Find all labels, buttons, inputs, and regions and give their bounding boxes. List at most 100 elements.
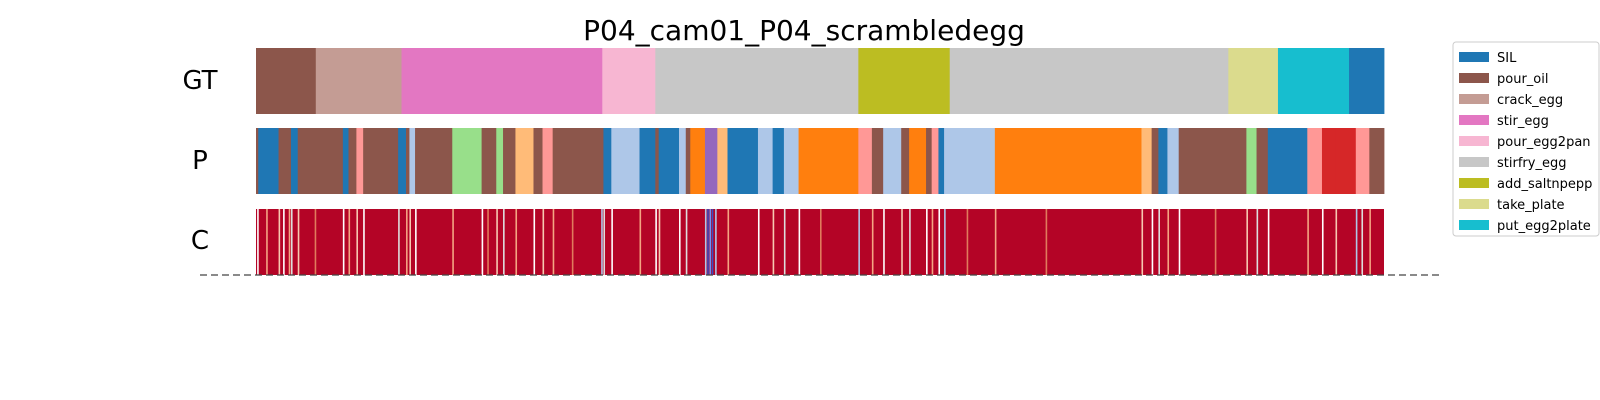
gt-segment-8	[1277, 48, 1350, 114]
confidence-line-18	[487, 209, 489, 275]
pred-segment-43	[938, 128, 945, 194]
chart-title: P04_cam01_P04_scrambledegg	[583, 14, 1025, 47]
pred-segment-36	[858, 128, 873, 194]
confidence-line-43	[798, 209, 801, 275]
pred-segment-50	[1178, 128, 1247, 194]
confidence-line-1	[266, 209, 268, 275]
confidence-line-24	[552, 209, 555, 275]
confidence-line-16	[452, 209, 454, 275]
confidence-line-13	[406, 209, 408, 275]
pred-segment-37	[871, 128, 884, 194]
pred-segment-40	[909, 128, 927, 194]
gt-segment-5	[858, 48, 951, 114]
legend-label-take_plate: take_plate	[1497, 198, 1565, 213]
confidence-line-46	[871, 209, 874, 275]
gt-segment-0	[256, 48, 317, 114]
legend-label-add_saltnpepp: add_saltnpepp	[1497, 177, 1592, 192]
pred-segment-38	[883, 128, 902, 194]
pred-segment-16	[503, 128, 516, 194]
legend-swatch-pour_egg2pan	[1459, 136, 1489, 146]
confidence-line-62	[1214, 209, 1217, 275]
legend: SIL pour_oil crack_egg stir_egg pour_egg2pan…	[1452, 41, 1600, 237]
confidence-line-65	[1267, 209, 1270, 275]
confidence-line-59	[1158, 209, 1160, 275]
confidence-line-27	[603, 209, 606, 275]
confidence-line-52	[938, 209, 941, 275]
confidence-line-51	[931, 209, 934, 275]
pred-segment-5	[342, 128, 349, 194]
pred-segment-39	[901, 128, 910, 194]
confidence-line-60	[1167, 209, 1170, 275]
pred-segment-31	[727, 128, 759, 194]
gt-segment-1	[315, 48, 402, 114]
confidence-line-3	[283, 209, 285, 275]
pred-segment-3	[290, 128, 299, 194]
confidence-line-6	[297, 209, 300, 275]
pred-segment-18	[533, 128, 543, 194]
confidence-line-69	[1355, 209, 1358, 275]
pred-segment-row	[256, 128, 1385, 194]
confidence-line-57	[1141, 209, 1144, 275]
confidence-line-30	[655, 209, 657, 275]
confidence-line-63	[1246, 209, 1248, 275]
pred-segment-12	[415, 128, 453, 194]
confidence-line-11	[363, 209, 365, 275]
confidence-line-19	[496, 209, 498, 275]
confidence-line-44	[820, 209, 822, 275]
legend-swatch-crack_egg	[1459, 94, 1489, 104]
confidence-line-4	[288, 209, 291, 275]
gt-segment-row	[256, 48, 1385, 114]
confidence-line-42	[783, 209, 786, 275]
pred-segment-44	[944, 128, 996, 194]
confidence-line-9	[348, 209, 351, 275]
gt-segment-2	[401, 48, 603, 114]
pred-segment-0	[256, 128, 259, 194]
confidence-line-35	[707, 209, 709, 275]
confidence-line-50	[926, 209, 928, 275]
pred-segment-28	[690, 128, 706, 194]
pred-segment-6	[348, 128, 357, 194]
row-label-p: P	[192, 146, 208, 176]
pred-segment-56	[1335, 128, 1357, 194]
pred-segment-51	[1246, 128, 1257, 194]
pred-segment-42	[931, 128, 939, 194]
confidence-line-55	[994, 209, 997, 275]
confidence-line-22	[533, 209, 536, 275]
pred-segment-35	[798, 128, 859, 194]
gt-segment-4	[655, 48, 859, 114]
confidence-line-8	[342, 209, 345, 275]
confidence-line-0	[257, 209, 259, 275]
pred-segment-10	[406, 128, 410, 194]
confidence-line-12	[398, 209, 400, 275]
pred-segment-46	[1141, 128, 1153, 194]
pred-segment-58	[1369, 128, 1385, 194]
pred-segment-41	[926, 128, 933, 194]
confidence-line-37	[711, 209, 714, 275]
confidence-line-45	[858, 209, 860, 275]
confidence-line-14	[409, 209, 412, 275]
confidence-line-40	[757, 209, 760, 275]
confidence-line-56	[1045, 209, 1048, 275]
legend-swatch-pour_oil	[1459, 73, 1489, 83]
confidence-line-17	[481, 209, 484, 275]
gt-segment-7	[1228, 48, 1279, 114]
confidence-line-67	[1321, 209, 1324, 275]
pred-segment-13	[452, 128, 482, 194]
legend-swatch-take_plate	[1459, 199, 1489, 209]
confidence-line-2	[278, 209, 281, 275]
pred-segment-25	[658, 128, 680, 194]
confidence-line-64	[1256, 209, 1259, 275]
confidence-line-36	[709, 209, 712, 275]
confidence-line-71	[1369, 209, 1371, 275]
confidence-line-20	[503, 209, 505, 275]
confidence-line-54	[966, 209, 969, 275]
confidence-row	[256, 209, 1384, 275]
pred-segment-1	[258, 128, 279, 194]
confidence-line-25	[571, 209, 574, 275]
pred-segment-47	[1151, 128, 1159, 194]
legend-label-pour_egg2pan: pour_egg2pan	[1497, 135, 1591, 150]
row-label-c: C	[191, 226, 209, 256]
confidence-line-49	[909, 209, 911, 275]
gt-segment-3	[602, 48, 656, 114]
pred-segment-23	[639, 128, 656, 194]
